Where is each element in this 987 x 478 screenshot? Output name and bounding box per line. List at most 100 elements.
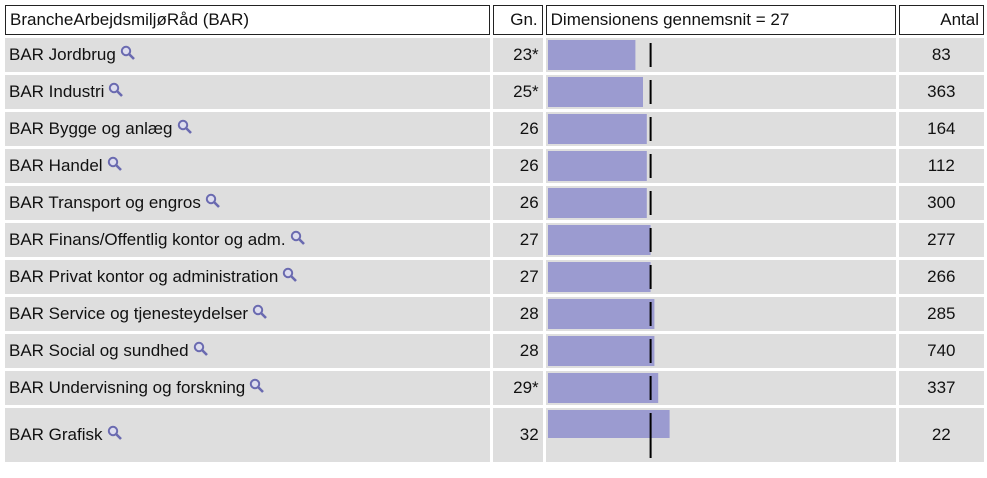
bar bbox=[547, 336, 655, 366]
bar-svg bbox=[547, 114, 652, 144]
row-label: BAR Bygge og anlæg bbox=[9, 119, 173, 138]
row-label: BAR Service og tjenesteydelser bbox=[9, 304, 249, 323]
table-row: BAR Transport og engros 26 300 bbox=[5, 186, 984, 220]
mean-cell: 29* bbox=[492, 371, 543, 405]
magnifier-icon[interactable] bbox=[177, 119, 193, 135]
name-cell: BAR Jordbrug bbox=[5, 38, 490, 72]
icon-handle bbox=[114, 433, 122, 440]
icon-handle bbox=[116, 90, 124, 97]
magnifier-icon[interactable] bbox=[193, 341, 209, 357]
bar-svg bbox=[547, 151, 652, 181]
bar-svg bbox=[547, 299, 655, 329]
icon-handle bbox=[257, 386, 265, 393]
bar-cell bbox=[545, 297, 896, 331]
magnifier-icon[interactable] bbox=[108, 82, 124, 98]
icon-handle bbox=[260, 312, 267, 319]
table-row: BAR Grafisk 32 22 bbox=[5, 408, 984, 462]
name-cell: BAR Undervisning og forskning bbox=[5, 371, 490, 405]
icon-lens bbox=[205, 193, 217, 205]
mean-cell: 25* bbox=[492, 75, 543, 109]
icon-lens bbox=[107, 156, 118, 168]
table-row: BAR Social og sundhed 28 740 bbox=[5, 334, 984, 368]
row-label: BAR Undervisning og forskning bbox=[9, 378, 246, 397]
icon-handle bbox=[200, 349, 208, 356]
table-row: BAR Undervisning og forskning 29* 337 bbox=[5, 371, 984, 405]
bar bbox=[547, 373, 658, 403]
name-cell: BAR Service og tjenesteydelser bbox=[5, 297, 490, 331]
bar-cell bbox=[545, 38, 896, 72]
row-label: BAR Industri bbox=[9, 82, 105, 101]
header-cell: BrancheArbejdsmiljøRåd (BAR) bbox=[5, 5, 490, 35]
bar-svg bbox=[547, 336, 655, 366]
bar-svg bbox=[547, 410, 670, 458]
name-cell: BAR Grafisk bbox=[5, 408, 490, 462]
name-cell: BAR Transport og engros bbox=[5, 186, 490, 220]
icon-handle bbox=[212, 201, 220, 208]
count-cell: 740 bbox=[898, 334, 984, 368]
bar-svg bbox=[547, 188, 652, 218]
header-cell: Antal bbox=[898, 5, 984, 35]
icon-lens bbox=[107, 425, 118, 437]
bar bbox=[547, 410, 670, 438]
magnifier-icon[interactable] bbox=[282, 267, 298, 283]
row-label: BAR Finans/Offentlig kontor og adm. bbox=[9, 230, 286, 249]
mean-cell: 27 bbox=[492, 223, 543, 257]
name-cell: BAR Privat kontor og administration bbox=[5, 260, 490, 294]
bar bbox=[547, 225, 651, 255]
magnifier-icon[interactable] bbox=[252, 304, 268, 320]
bar-cell bbox=[545, 223, 896, 257]
icon-lens bbox=[283, 267, 294, 279]
bar bbox=[547, 188, 647, 218]
icon-lens bbox=[109, 82, 120, 94]
row-label: BAR Handel bbox=[9, 156, 103, 175]
magnifier-icon[interactable] bbox=[107, 425, 123, 441]
table-row: BAR Bygge og anlæg 26 164 bbox=[5, 112, 984, 146]
name-cell: BAR Bygge og anlæg bbox=[5, 112, 490, 146]
table-row: BAR Jordbrug 23* 83 bbox=[5, 38, 984, 72]
icon-lens bbox=[120, 45, 131, 57]
table-row: BAR Privat kontor og administration 27 266 bbox=[5, 260, 984, 294]
header-cell: Dimensionens gennemsnit = 27 bbox=[545, 5, 896, 35]
table-row: BAR Industri 25* 363 bbox=[5, 75, 984, 109]
icon-lens bbox=[250, 378, 261, 390]
icon-handle bbox=[114, 164, 122, 171]
count-cell: 337 bbox=[898, 371, 984, 405]
magnifier-icon[interactable] bbox=[120, 45, 136, 61]
count-cell: 277 bbox=[898, 223, 984, 257]
bar bbox=[547, 40, 636, 70]
table-body: BAR Jordbrug 23* 83 BAR Industri 25* 363 BAR B… bbox=[5, 38, 984, 462]
row-label: BAR Transport og engros bbox=[9, 193, 201, 212]
table: BrancheArbejdsmiljøRåd (BAR) Gn. Dimensi… bbox=[2, 2, 987, 465]
count-cell: 285 bbox=[898, 297, 984, 331]
icon-lens bbox=[290, 230, 301, 242]
magnifier-icon[interactable] bbox=[107, 156, 123, 172]
name-cell: BAR Handel bbox=[5, 149, 490, 183]
header-row: BrancheArbejdsmiljøRåd (BAR) Gn. Dimensi… bbox=[5, 5, 984, 35]
bar bbox=[547, 77, 643, 107]
bar bbox=[547, 299, 655, 329]
header-cell: Gn. bbox=[492, 5, 543, 35]
mean-cell: 26 bbox=[492, 112, 543, 146]
icon-lens bbox=[193, 341, 204, 353]
count-cell: 164 bbox=[898, 112, 984, 146]
row-label: BAR Privat kontor og administration bbox=[9, 267, 279, 286]
magnifier-icon[interactable] bbox=[249, 378, 265, 394]
magnifier-icon[interactable] bbox=[205, 193, 221, 209]
icon-lens bbox=[252, 304, 264, 316]
bar-cell bbox=[545, 408, 896, 462]
table-row: BAR Finans/Offentlig kontor og adm. 27 277 bbox=[5, 223, 984, 257]
bar-cell bbox=[545, 334, 896, 368]
row-label: BAR Social og sundhed bbox=[9, 341, 189, 360]
bar-cell bbox=[545, 75, 896, 109]
table-row: BAR Handel 26 112 bbox=[5, 149, 984, 183]
name-cell: BAR Social og sundhed bbox=[5, 334, 490, 368]
bar-svg bbox=[547, 225, 652, 255]
name-cell: BAR Finans/Offentlig kontor og adm. bbox=[5, 223, 490, 257]
bar-cell bbox=[545, 112, 896, 146]
bar-svg bbox=[547, 40, 652, 70]
magnifier-icon[interactable] bbox=[290, 230, 306, 246]
bar-svg bbox=[547, 373, 658, 403]
count-cell: 112 bbox=[898, 149, 984, 183]
mean-cell: 26 bbox=[492, 186, 543, 220]
